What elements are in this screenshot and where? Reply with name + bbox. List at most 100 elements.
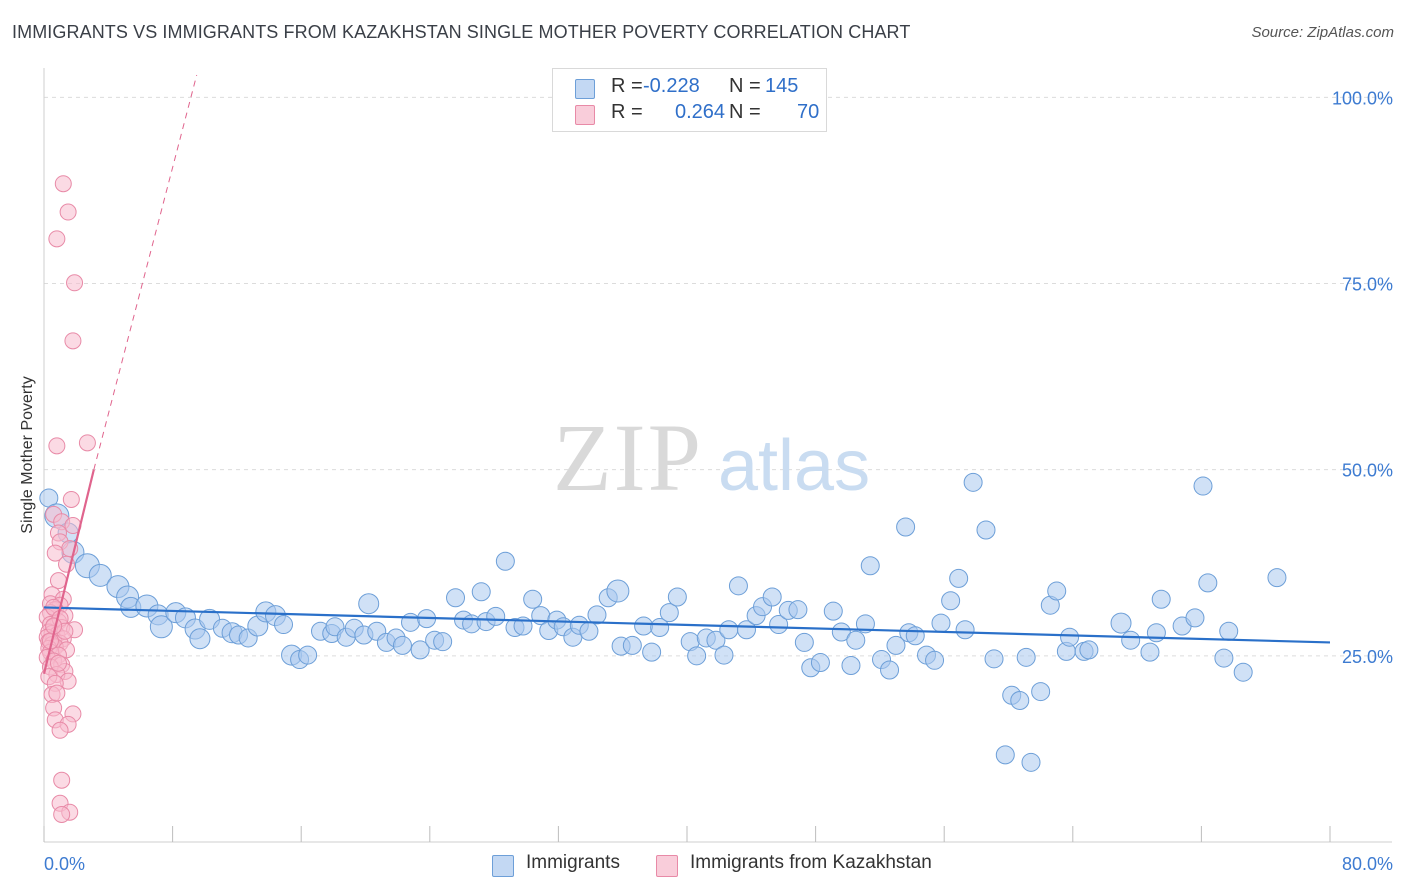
point-kazakhstan [53, 805, 71, 823]
y-tick-label: 25.0% [1342, 647, 1393, 667]
point-kazakhstan [49, 654, 67, 672]
point-immigrants [855, 614, 875, 634]
series-legend: Immigrants Immigrants from Kazakhstan [0, 850, 1406, 880]
point-immigrants [846, 630, 866, 650]
n-value: 70 [797, 101, 820, 123]
legend-swatch-pink [656, 855, 678, 877]
point-immigrants [587, 605, 607, 625]
point-immigrants [495, 551, 515, 571]
point-immigrants [1031, 682, 1051, 702]
point-immigrants [622, 635, 642, 655]
trend-kazakhstan [42, 469, 95, 674]
point-immigrants [149, 615, 173, 639]
point-immigrants [274, 615, 294, 635]
point-immigrants [1267, 568, 1287, 588]
point-immigrants [788, 600, 808, 620]
point-immigrants [860, 556, 880, 576]
point-immigrants [687, 646, 707, 666]
point-immigrants [1198, 573, 1218, 593]
trend-lines [42, 74, 1331, 674]
point-immigrants [719, 620, 739, 640]
legend-swatch-pink [575, 105, 595, 125]
point-kazakhstan [78, 434, 96, 452]
point-immigrants [1016, 647, 1036, 667]
point-immigrants [1010, 691, 1030, 711]
point-immigrants [1151, 589, 1171, 609]
point-kazakhstan [51, 721, 69, 739]
point-immigrants [984, 649, 1004, 669]
point-immigrants [88, 563, 112, 587]
source-label: Source: ZipAtlas.com [1251, 24, 1394, 41]
legend-swatch-blue [575, 79, 595, 99]
point-kazakhstan [48, 684, 66, 702]
point-immigrants [1140, 642, 1160, 662]
point-immigrants [659, 603, 679, 623]
point-immigrants [976, 520, 996, 540]
point-immigrants [823, 601, 843, 621]
r-label: R = [611, 75, 643, 97]
point-immigrants [925, 650, 945, 670]
point-immigrants [728, 576, 748, 596]
point-immigrants [1214, 648, 1234, 668]
point-immigrants [446, 588, 466, 608]
point-immigrants [762, 587, 782, 607]
point-immigrants [486, 606, 506, 626]
point-immigrants [831, 622, 851, 642]
point-immigrants [955, 620, 975, 640]
watermark: ZIP atlas [553, 404, 870, 511]
point-immigrants [769, 615, 789, 635]
point-kazakhstan [66, 274, 84, 292]
point-immigrants [634, 616, 654, 636]
watermark-atlas: atlas [718, 426, 870, 506]
y-tick-label: 75.0% [1342, 275, 1393, 295]
chart-title: IMMIGRANTS VS IMMIGRANTS FROM KAZAKHSTAN… [12, 22, 911, 42]
point-kazakhstan [62, 490, 80, 508]
axes [43, 68, 1392, 843]
x-tick-label: 0.0% [44, 854, 85, 874]
point-immigrants [1110, 612, 1132, 634]
correlation-legend: R = -0.228 N = 145 R = 0.264 N = 70 [552, 68, 827, 132]
point-immigrants [433, 632, 453, 652]
series-immigrants [39, 472, 1287, 772]
point-immigrants [794, 632, 814, 652]
point-immigrants [1219, 621, 1239, 641]
point-immigrants [579, 621, 599, 641]
watermark-zip: ZIP [553, 404, 703, 511]
point-kazakhstan [53, 771, 71, 789]
point-immigrants [841, 656, 861, 676]
n-label: N = [729, 101, 761, 123]
point-immigrants [189, 628, 211, 650]
grid-lines [44, 96, 1392, 657]
point-immigrants [1079, 640, 1099, 660]
point-immigrants [471, 582, 491, 602]
point-kazakhstan [48, 230, 66, 248]
legend-swatch-blue [492, 855, 514, 877]
point-immigrants [714, 645, 734, 665]
point-immigrants [667, 587, 687, 607]
trend-immigrants [43, 606, 1331, 644]
point-immigrants [358, 593, 380, 615]
point-immigrants [949, 568, 969, 588]
point-immigrants [392, 635, 412, 655]
n-value: 145 [765, 75, 799, 97]
legend-label: Immigrants from Kazakhstan [690, 852, 932, 873]
point-immigrants [810, 653, 830, 673]
x-tick-label: 80.0% [1342, 854, 1393, 874]
point-immigrants [1121, 630, 1141, 650]
y-tick-label: 100.0% [1332, 88, 1393, 108]
tick-labels: 25.0% 50.0% 75.0% 100.0% 0.0% 80.0% [44, 88, 1393, 874]
point-immigrants [706, 630, 726, 650]
y-tick-label: 50.0% [1342, 461, 1393, 481]
point-kazakhstan [46, 544, 64, 562]
n-label: N = [729, 75, 761, 97]
point-kazakhstan [64, 332, 82, 350]
point-kazakhstan [49, 572, 67, 590]
trend-kazakhstan-extension [93, 74, 198, 470]
point-immigrants [642, 642, 662, 662]
point-immigrants [401, 612, 421, 632]
legend-label: Immigrants [526, 852, 620, 873]
point-immigrants [880, 660, 900, 680]
point-immigrants [931, 613, 951, 633]
point-immigrants [1047, 581, 1067, 601]
